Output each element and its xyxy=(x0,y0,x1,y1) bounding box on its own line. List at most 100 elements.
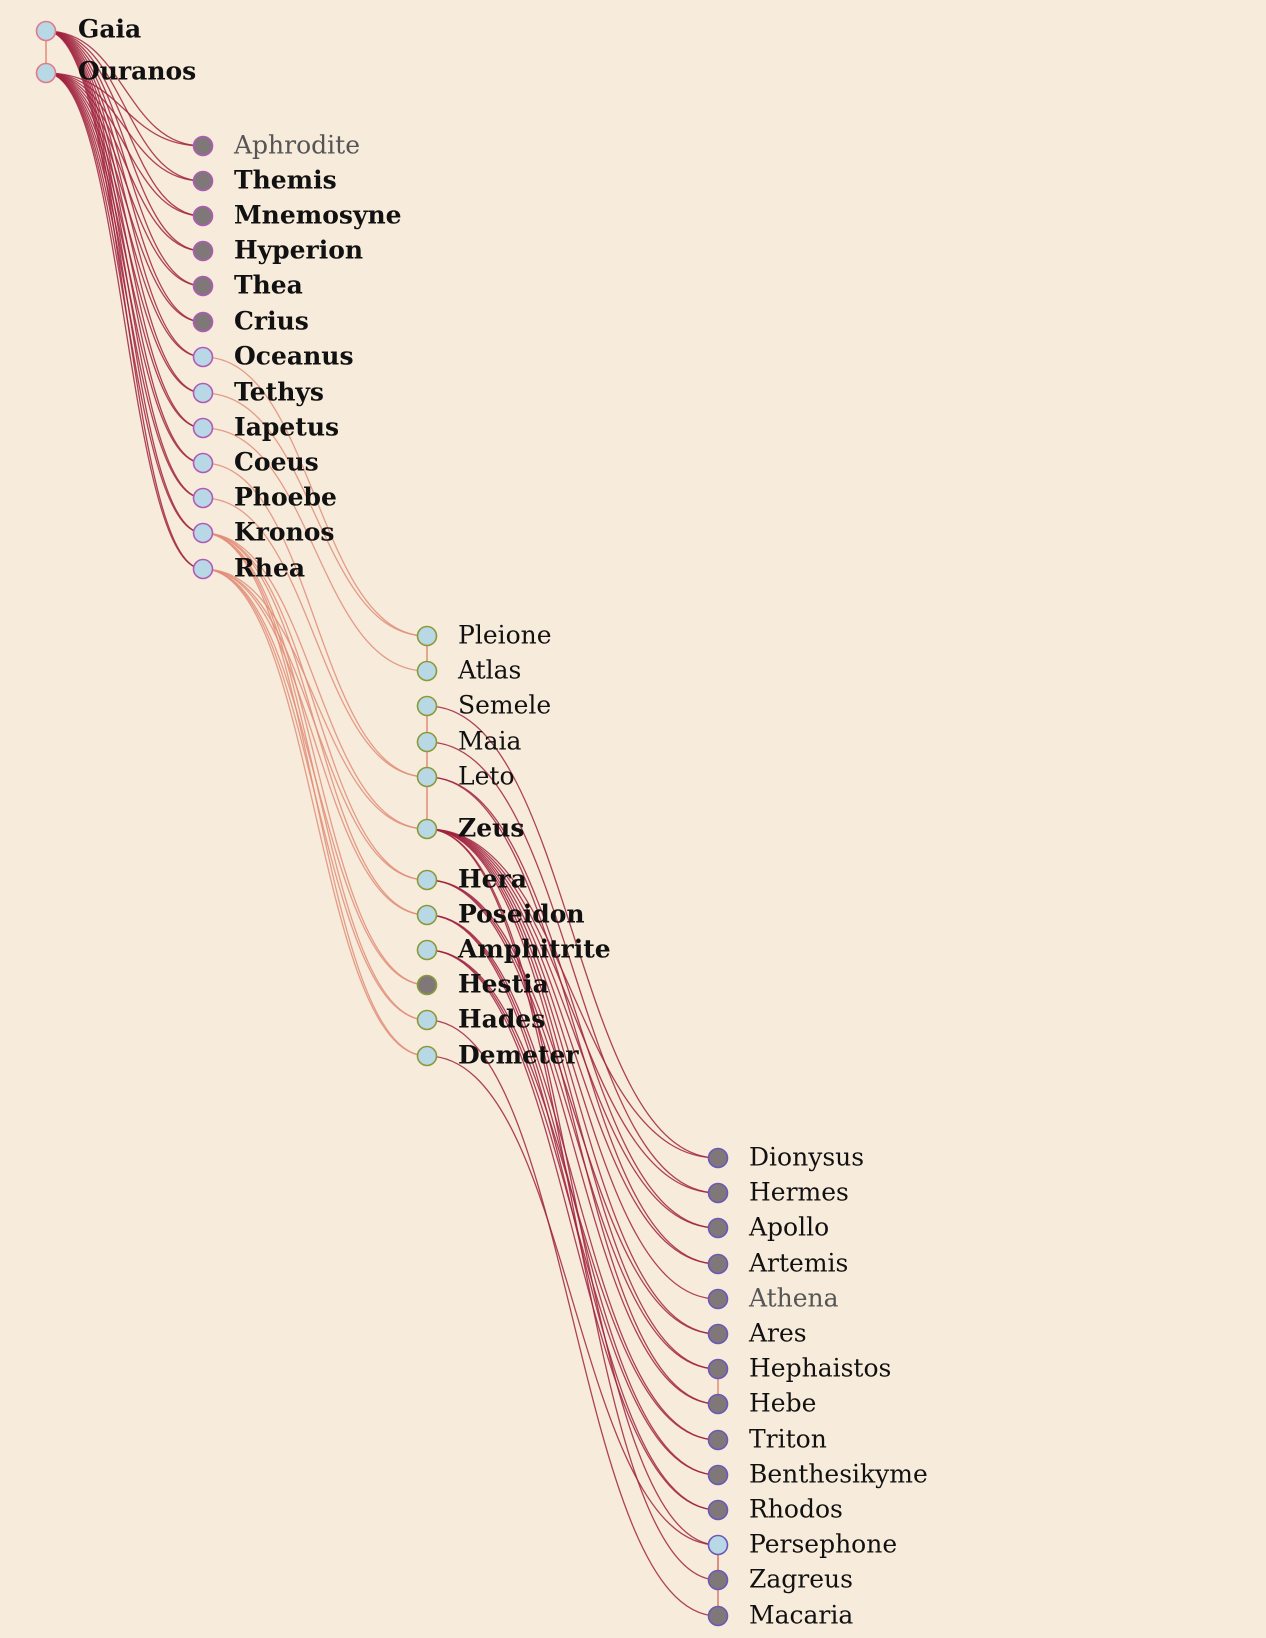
node-circle[interactable] xyxy=(416,904,438,926)
node-circle[interactable] xyxy=(192,205,214,227)
node-maia[interactable]: Maia xyxy=(416,727,522,756)
node-circle[interactable] xyxy=(707,1429,729,1451)
node-iapetus[interactable]: Iapetus xyxy=(192,413,340,442)
node-apollo[interactable]: Apollo xyxy=(707,1213,830,1242)
node-hades[interactable]: Hades xyxy=(416,1005,546,1034)
node-rhodos[interactable]: Rhodos xyxy=(707,1495,843,1524)
node-macaria[interactable]: Macaria xyxy=(707,1601,854,1630)
node-circle[interactable] xyxy=(416,695,438,717)
node-hestia[interactable]: Hestia xyxy=(416,970,549,999)
node-circle[interactable] xyxy=(416,766,438,788)
node-circle[interactable] xyxy=(416,939,438,961)
node-label: Crius xyxy=(234,307,309,336)
node-label: Hyperion xyxy=(234,236,363,265)
node-label: Triton xyxy=(749,1425,827,1454)
node-circle[interactable] xyxy=(707,1323,729,1345)
node-label: Artemis xyxy=(748,1249,848,1278)
node-circle[interactable] xyxy=(707,1288,729,1310)
node-circle[interactable] xyxy=(192,522,214,544)
node-poseidon[interactable]: Poseidon xyxy=(416,900,585,929)
node-circle[interactable] xyxy=(707,1393,729,1415)
link-amphitrite-rhodos xyxy=(426,949,719,1511)
node-oceanus[interactable]: Oceanus xyxy=(192,342,354,371)
link-gaia-tethys xyxy=(45,30,204,394)
node-artemis[interactable]: Artemis xyxy=(707,1249,849,1278)
node-zeus[interactable]: Zeus xyxy=(416,814,525,843)
node-hera[interactable]: Hera xyxy=(416,865,527,894)
node-leto[interactable]: Leto xyxy=(416,762,515,791)
node-crius[interactable]: Crius xyxy=(192,307,309,336)
node-hephaistos[interactable]: Hephaistos xyxy=(707,1354,892,1383)
node-circle[interactable] xyxy=(35,62,57,84)
node-hyperion[interactable]: Hyperion xyxy=(192,236,364,265)
node-phoebe[interactable]: Phoebe xyxy=(192,483,337,512)
node-circle[interactable] xyxy=(416,660,438,682)
node-circle[interactable] xyxy=(192,135,214,157)
node-circle[interactable] xyxy=(192,417,214,439)
link-leto-apollo xyxy=(426,776,719,1229)
link-iapetus-atlas xyxy=(202,427,428,672)
node-ares[interactable]: Ares xyxy=(707,1319,807,1348)
node-circle[interactable] xyxy=(707,1358,729,1380)
node-label: Pleione xyxy=(458,621,552,650)
node-circle[interactable] xyxy=(416,731,438,753)
node-circle[interactable] xyxy=(35,20,57,42)
node-label: Themis xyxy=(234,166,337,195)
node-athena[interactable]: Athena xyxy=(707,1284,839,1313)
node-hermes[interactable]: Hermes xyxy=(707,1178,849,1207)
node-circle[interactable] xyxy=(707,1499,729,1521)
node-circle[interactable] xyxy=(707,1217,729,1239)
nodes-layer: Gaia Ouranos Aphrodite Themis Mnemosyne Hyper… xyxy=(35,15,928,1630)
node-circle[interactable] xyxy=(192,487,214,509)
node-demeter[interactable]: Demeter xyxy=(416,1041,580,1070)
node-circle[interactable] xyxy=(192,382,214,404)
node-rhea[interactable]: Rhea xyxy=(192,554,306,583)
node-circle[interactable] xyxy=(192,346,214,368)
node-circle[interactable] xyxy=(416,974,438,996)
link-ouranos-tethys xyxy=(45,72,204,394)
link-leto-artemis xyxy=(426,776,719,1265)
node-persephone[interactable]: Persephone xyxy=(707,1530,898,1559)
node-circle[interactable] xyxy=(707,1147,729,1169)
node-mnemosyne[interactable]: Mnemosyne xyxy=(192,201,402,230)
node-circle[interactable] xyxy=(707,1464,729,1486)
node-tethys[interactable]: Tethys xyxy=(192,378,324,407)
node-pleione[interactable]: Pleione xyxy=(416,621,552,650)
node-dionysus[interactable]: Dionysus xyxy=(707,1143,865,1172)
node-kronos[interactable]: Kronos xyxy=(192,518,335,547)
node-label: Leto xyxy=(458,762,515,791)
node-circle[interactable] xyxy=(707,1182,729,1204)
node-zagreus[interactable]: Zagreus xyxy=(707,1565,853,1594)
node-circle[interactable] xyxy=(416,625,438,647)
node-circle[interactable] xyxy=(192,240,214,262)
node-coeus[interactable]: Coeus xyxy=(192,448,319,477)
node-label: Demeter xyxy=(458,1041,579,1070)
node-circle[interactable] xyxy=(707,1253,729,1275)
link-gaia-rhea xyxy=(45,30,204,570)
node-circle[interactable] xyxy=(707,1534,729,1556)
node-circle[interactable] xyxy=(192,311,214,333)
node-atlas[interactable]: Atlas xyxy=(416,656,522,685)
node-benthesikyme[interactable]: Benthesikyme xyxy=(707,1460,928,1489)
node-circle[interactable] xyxy=(707,1605,729,1627)
node-thea[interactable]: Thea xyxy=(192,271,303,300)
node-semele[interactable]: Semele xyxy=(416,691,552,720)
node-circle[interactable] xyxy=(416,1009,438,1031)
node-aphrodite[interactable]: Aphrodite xyxy=(192,131,361,160)
node-hebe[interactable]: Hebe xyxy=(707,1389,817,1418)
node-amphitrite[interactable]: Amphitrite xyxy=(416,935,611,964)
node-themis[interactable]: Themis xyxy=(192,166,337,195)
node-triton[interactable]: Triton xyxy=(707,1425,827,1454)
node-circle[interactable] xyxy=(192,558,214,580)
node-label: Semele xyxy=(458,691,551,720)
node-circle[interactable] xyxy=(416,1045,438,1067)
node-circle[interactable] xyxy=(416,869,438,891)
node-circle[interactable] xyxy=(192,275,214,297)
node-circle[interactable] xyxy=(707,1569,729,1591)
node-circle[interactable] xyxy=(192,170,214,192)
node-circle[interactable] xyxy=(192,452,214,474)
node-ouranos[interactable]: Ouranos xyxy=(35,57,197,86)
link-ouranos-themis xyxy=(45,72,204,182)
node-circle[interactable] xyxy=(416,818,438,840)
node-gaia[interactable]: Gaia xyxy=(35,15,142,44)
